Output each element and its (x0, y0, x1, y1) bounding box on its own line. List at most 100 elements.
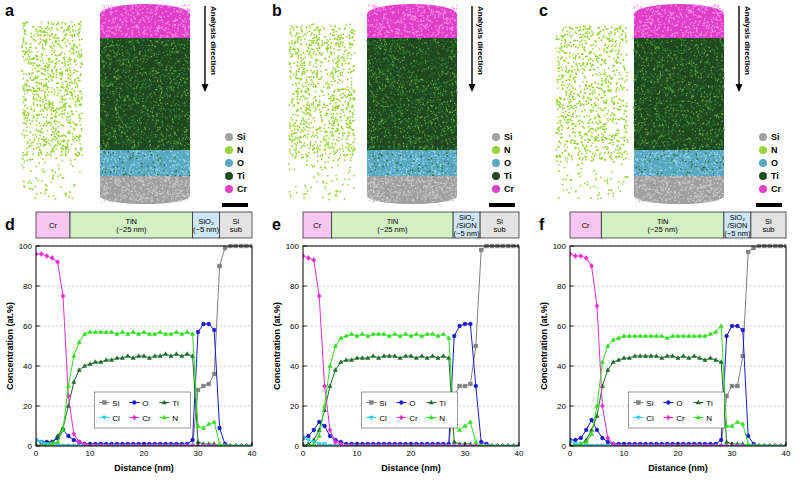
direction-arrowhead (202, 84, 209, 92)
data-point (606, 436, 610, 441)
x-tick (465, 442, 466, 446)
data-point (687, 356, 691, 360)
legend-box (628, 392, 724, 428)
legend-label: Cl (379, 414, 387, 423)
data-point (725, 424, 729, 428)
legend-label: Ti (172, 399, 179, 408)
data-point (676, 334, 680, 338)
layer-box (570, 212, 601, 238)
tin-n-texture (634, 36, 724, 149)
data-point (377, 356, 381, 360)
data-point (660, 356, 664, 360)
data-point (671, 354, 675, 358)
data-point (579, 442, 583, 446)
x-tick-label: 20 (140, 449, 149, 458)
data-point (333, 344, 337, 348)
data-point (328, 434, 332, 438)
grid-line (303, 366, 519, 367)
layer-box (601, 212, 724, 238)
data-point (355, 334, 359, 338)
x-tick-label: 30 (728, 449, 737, 458)
o-texture (634, 150, 724, 176)
legend-marker (102, 401, 106, 405)
legend-label: N (771, 145, 778, 155)
legend-label: Ti (237, 171, 245, 181)
data-point (99, 360, 103, 364)
layer-label: sub (762, 225, 774, 234)
legend-swatch (492, 172, 500, 180)
data-point (360, 356, 364, 360)
legend-label: Ti (504, 171, 512, 181)
tin-n-texture (367, 36, 457, 149)
legend-label: Si (379, 399, 386, 408)
data-point (371, 354, 375, 358)
n-cloud (556, 26, 628, 160)
data-point (479, 248, 483, 252)
data-point (45, 254, 49, 259)
legend-marker (399, 415, 403, 420)
data-point (339, 442, 343, 446)
data-point (590, 264, 594, 269)
n-cloud (289, 24, 355, 158)
data-point (654, 334, 658, 338)
y-tick-label: 100 (19, 242, 33, 251)
data-point (414, 356, 418, 360)
y-axis-title: Concentration (at.%) (5, 302, 15, 390)
data-point (654, 354, 658, 358)
series-line (570, 326, 786, 446)
layer-label: Cr (49, 221, 57, 230)
legend-label: Cr (676, 414, 685, 423)
data-point (671, 334, 675, 338)
data-point (99, 330, 103, 334)
data-point (469, 382, 473, 386)
data-point (736, 324, 740, 328)
legend-box (361, 392, 457, 428)
data-point (638, 354, 642, 358)
data-point (714, 358, 718, 362)
series-line (303, 246, 519, 446)
y-tick (303, 406, 307, 407)
y-tick (570, 366, 574, 367)
data-point (115, 332, 119, 336)
data-point (174, 352, 178, 356)
y-tick (36, 446, 40, 447)
data-point (452, 440, 456, 444)
direction-arrow (738, 6, 739, 86)
legend-marker (102, 416, 106, 420)
data-point (83, 364, 87, 368)
data-point (606, 368, 610, 372)
data-point (191, 438, 195, 442)
data-point (404, 332, 408, 336)
data-point (56, 260, 60, 265)
plot-frame (36, 246, 252, 446)
data-point (202, 322, 206, 326)
data-point (137, 332, 141, 336)
data-point (692, 334, 696, 338)
data-point (185, 330, 189, 334)
legend: SiOTiClCrN (94, 392, 190, 428)
data-point (752, 246, 756, 250)
y-tick-label: 100 (286, 242, 300, 251)
x-tick (252, 442, 253, 446)
n-cloud (22, 22, 82, 156)
o-ti-texture (101, 150, 190, 176)
data-point (622, 334, 626, 338)
series-line (303, 256, 519, 446)
x-tick (519, 442, 520, 446)
data-point (323, 442, 327, 446)
data-point (355, 356, 359, 360)
x-tick-label: 20 (407, 449, 416, 458)
data-point (687, 334, 691, 338)
data-point (573, 254, 577, 259)
data-point (644, 354, 648, 358)
layer-label: (~25 nm) (377, 225, 408, 234)
legend-label: Si (771, 132, 780, 142)
panel-letter: d (5, 216, 15, 233)
data-point (741, 422, 745, 426)
data-point (601, 436, 605, 440)
data-point (622, 356, 626, 360)
data-point (458, 428, 462, 432)
legend-label: N (237, 145, 244, 155)
series-line (303, 324, 519, 446)
data-point (317, 434, 321, 438)
